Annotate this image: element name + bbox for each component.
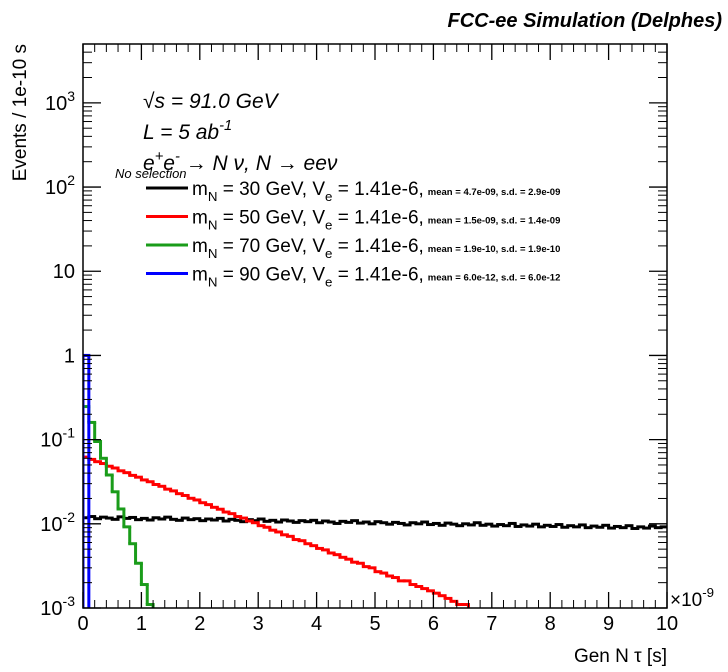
text-part: = 1.41e-6, bbox=[332, 265, 423, 286]
annotation: L = 5 ab-1 bbox=[143, 118, 232, 144]
text-part: = 1.41e-6, bbox=[332, 179, 423, 200]
y-tick-label: 10-3 bbox=[40, 593, 75, 620]
x-tick-label: 0 bbox=[77, 613, 88, 635]
x-tick-label: 4 bbox=[311, 613, 322, 635]
text-part: √s = 91.0 GeV bbox=[143, 90, 280, 113]
text-part: - bbox=[175, 149, 180, 165]
text-part: N bbox=[208, 275, 218, 290]
annotation: e+e- → N ν, N → eeν bbox=[143, 149, 338, 175]
y-tick-label: 10 bbox=[53, 261, 75, 283]
y-tick-label-exponent: 3 bbox=[67, 88, 75, 104]
x-multiplier: ×10-9 bbox=[670, 585, 714, 611]
y-tick-label-exponent: -2 bbox=[63, 509, 76, 525]
text-part: ×10 bbox=[670, 590, 702, 611]
text-part: m bbox=[192, 208, 208, 229]
legend-stats: mean = 4.7e-09, s.d. = 2.9e-09 bbox=[428, 187, 561, 198]
y-tick-label-base: 10 bbox=[45, 93, 67, 115]
x-tick-label: 10 bbox=[656, 613, 678, 635]
x-tick-label: 5 bbox=[369, 613, 380, 635]
x-tick-label: 6 bbox=[428, 613, 439, 635]
text-part: = 1.41e-6, bbox=[332, 236, 423, 257]
text-part: = 1.41e-6, bbox=[332, 208, 423, 229]
legend-entry: mN = 70 GeV, Ve = 1.41e-6, mean = 1.9e-10… bbox=[192, 236, 560, 261]
legend-title: No selection bbox=[115, 166, 187, 181]
legend-entry: mN = 90 GeV, Ve = 1.41e-6, mean = 6.0e-12… bbox=[192, 265, 560, 290]
y-tick-label: 1 bbox=[64, 345, 75, 367]
y-tick-label: 10-1 bbox=[40, 425, 75, 452]
y-tick-label-exponent: -1 bbox=[63, 425, 76, 441]
legend-entry: mN = 30 GeV, Ve = 1.41e-6, mean = 4.7e-09… bbox=[192, 179, 560, 204]
plot-frame bbox=[82, 43, 668, 609]
text-part: → N ν, N → eeν bbox=[180, 152, 338, 175]
text-part: e bbox=[163, 152, 175, 175]
text-part: = 30 GeV, V bbox=[217, 179, 325, 200]
annotation: √s = 91.0 GeV bbox=[143, 90, 280, 113]
text-part: m bbox=[192, 179, 208, 200]
text-part: N bbox=[208, 189, 218, 204]
legend-stats: mean = 6.0e-12, s.d. = 6.0e-12 bbox=[428, 273, 561, 284]
y-tick-label: 103 bbox=[45, 88, 75, 115]
text-part: m bbox=[192, 265, 208, 286]
histogram-series bbox=[83, 405, 155, 608]
y-tick-label-exponent: -3 bbox=[63, 593, 76, 609]
y-tick-label-exponent: 2 bbox=[67, 172, 75, 188]
text-part: -9 bbox=[702, 585, 714, 600]
text-part: = 50 GeV, V bbox=[217, 208, 325, 229]
y-tick-label-base: 10 bbox=[45, 177, 67, 199]
text-part: = 70 GeV, V bbox=[217, 236, 325, 257]
text-part: e bbox=[325, 218, 332, 233]
text-part: e bbox=[325, 189, 332, 204]
text-part: -1 bbox=[219, 118, 232, 134]
x-tick-label: 8 bbox=[545, 613, 556, 635]
text-part: m bbox=[192, 236, 208, 257]
text-part: e bbox=[325, 246, 332, 261]
x-tick-label: 9 bbox=[603, 613, 614, 635]
legend-stats: mean = 1.5e-09, s.d. = 1.4e-09 bbox=[428, 216, 561, 227]
y-tick-label-base: 10 bbox=[40, 430, 62, 452]
legend-stats: mean = 1.9e-10, s.d. = 1.9e-10 bbox=[428, 244, 561, 255]
text-part: N bbox=[208, 218, 218, 233]
text-part: e bbox=[325, 275, 332, 290]
y-axis-label: Events / 1e-10 s bbox=[10, 44, 31, 181]
y-tick-label-base: 10 bbox=[40, 514, 62, 536]
histogram-series bbox=[83, 515, 667, 608]
y-tick-label: 10-2 bbox=[40, 509, 75, 536]
text-part: + bbox=[155, 149, 164, 165]
text-part: L = 5 ab bbox=[143, 121, 219, 144]
plot-area bbox=[83, 353, 667, 608]
text-part: N bbox=[208, 246, 218, 261]
x-tick-label: 2 bbox=[194, 613, 205, 635]
y-tick-label: 102 bbox=[45, 172, 75, 199]
y-tick-label-base: 10 bbox=[40, 598, 62, 620]
x-tick-label: 7 bbox=[486, 613, 497, 635]
x-tick-label: 1 bbox=[136, 613, 147, 635]
text-part: = 90 GeV, V bbox=[217, 265, 325, 286]
x-axis-label: Gen N τ [s] bbox=[574, 646, 667, 667]
histogram-series bbox=[83, 455, 470, 608]
chart-title: FCC-ee Simulation (Delphes) bbox=[448, 10, 723, 32]
legend-entry: mN = 50 GeV, Ve = 1.41e-6, mean = 1.5e-09… bbox=[192, 208, 560, 233]
x-tick-label: 3 bbox=[253, 613, 264, 635]
text-part: e bbox=[143, 152, 155, 175]
